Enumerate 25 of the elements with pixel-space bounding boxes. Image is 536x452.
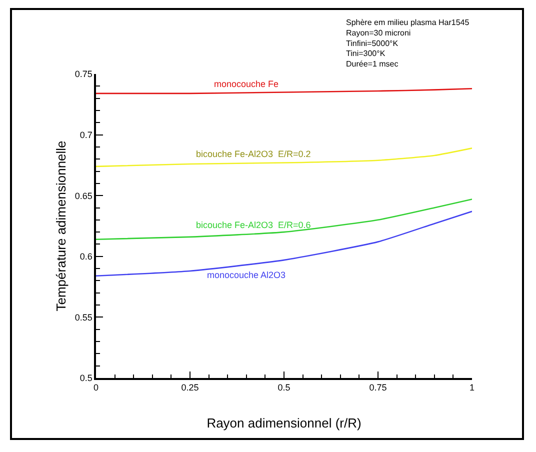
y-tick-label: 0.5 [80, 373, 92, 384]
series-label: bicouche Fe-Al2O3 E/R=0.6 [196, 220, 311, 230]
x-axis-title: Rayon adimensionnel (r/R) [206, 416, 362, 430]
line-series [96, 148, 472, 168]
x-tick-label: 0.5 [278, 382, 290, 393]
y-tick-label: 0.7 [80, 130, 92, 140]
text: Tini=300°K [346, 49, 386, 58]
x-tick-label: 0.25 [181, 382, 199, 393]
text: Durée=1 msec [346, 60, 398, 69]
y-tick-label: 0.75 [74, 69, 92, 80]
line-series [96, 198, 472, 240]
series-label: bicouche Fe-Al2O3 E/R=0.2 [196, 149, 311, 159]
x-tick-label: 0 [93, 382, 99, 393]
text: Rayon=30 microni [346, 28, 411, 38]
y-tick-label: 0.6 [80, 252, 92, 262]
y-tick-label: 0.55 [74, 312, 92, 322]
y-axis-title: Température adimensionnelle [53, 140, 68, 312]
series-label: monocouche Al2O3 [207, 270, 286, 280]
line-series [96, 210, 472, 277]
x-tick-label: 1 [469, 382, 475, 393]
series-label: monocouche Fe [214, 79, 279, 89]
y-tick-label: 0.65 [74, 190, 92, 201]
text: Tinfini=5000°K [346, 38, 399, 48]
x-tick-label: 0.75 [369, 382, 387, 393]
text: Sphère em milieu plasma Har1545 [346, 18, 470, 27]
